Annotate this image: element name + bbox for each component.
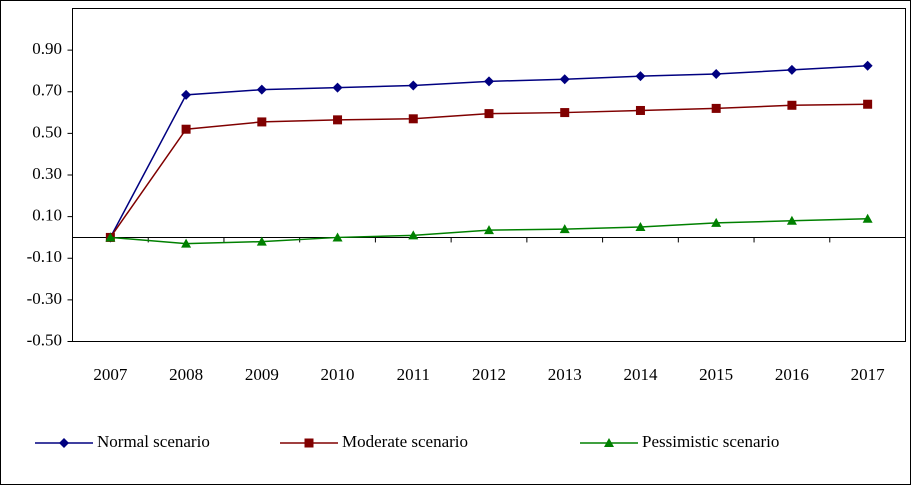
plot-area — [72, 8, 906, 342]
marker — [711, 103, 721, 113]
marker — [559, 74, 570, 85]
x-tick-label: 2009 — [245, 365, 279, 384]
y-tick-label: 0.10 — [32, 206, 62, 225]
y-tick-label: -0.10 — [27, 247, 62, 266]
marker — [484, 225, 494, 235]
y-tick-label: 0.70 — [32, 81, 62, 100]
marker — [786, 64, 797, 75]
marker — [560, 108, 570, 118]
marker — [484, 76, 494, 87]
legend-label: Moderate scenario — [342, 432, 468, 451]
y-tick-label: 0.30 — [32, 164, 62, 183]
marker — [863, 99, 873, 109]
x-tick-label: 2010 — [321, 365, 355, 384]
marker — [181, 124, 191, 134]
x-tick-label: 2008 — [169, 365, 203, 384]
marker — [484, 109, 494, 119]
y-tick-label: -0.50 — [27, 330, 62, 349]
marker — [332, 82, 343, 93]
y-tick-label: 0.90 — [32, 39, 62, 58]
marker — [786, 215, 797, 225]
marker — [181, 238, 192, 248]
legend-label: Normal scenario — [97, 432, 210, 451]
x-tick-label: 2017 — [851, 365, 886, 384]
marker — [408, 230, 419, 240]
x-tick-label: 2015 — [699, 365, 733, 384]
marker — [408, 114, 418, 124]
marker — [256, 84, 267, 95]
marker — [408, 80, 419, 91]
x-tick-label: 2014 — [623, 365, 658, 384]
marker — [559, 224, 570, 234]
legend-label: Pessimistic scenario — [642, 432, 779, 451]
marker — [862, 60, 873, 71]
marker — [333, 115, 343, 125]
x-tick-label: 2007 — [93, 365, 128, 384]
x-tick-label: 2016 — [775, 365, 809, 384]
marker — [256, 236, 267, 246]
marker — [787, 100, 797, 110]
marker — [604, 438, 614, 447]
y-tick-label: 0.50 — [32, 122, 62, 141]
x-tick-label: 2012 — [472, 365, 506, 384]
marker — [332, 232, 343, 242]
marker — [304, 438, 314, 448]
marker — [711, 69, 722, 80]
marker — [635, 105, 645, 115]
marker — [711, 217, 722, 227]
x-tick-label: 2013 — [548, 365, 582, 384]
marker — [181, 89, 192, 100]
marker — [257, 117, 267, 127]
marker — [862, 213, 873, 223]
marker — [59, 438, 69, 448]
marker — [635, 222, 646, 232]
x-tick-label: 2011 — [397, 365, 430, 384]
marker — [635, 71, 646, 82]
y-tick-label: -0.30 — [27, 289, 62, 308]
marker — [105, 232, 116, 242]
